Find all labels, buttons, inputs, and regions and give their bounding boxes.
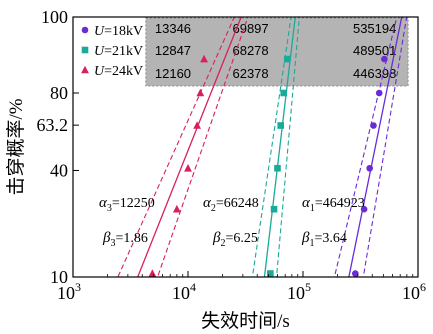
shape-parameter-label: β3=1.86	[102, 230, 148, 249]
data-point	[370, 122, 377, 129]
data-point	[172, 204, 181, 213]
data-point	[366, 164, 373, 172]
data-point	[352, 270, 359, 277]
fit-parameters: α1=464923 β1=3.64 α2=66248 β2=6.25 α3=12250 β…	[99, 195, 365, 249]
table-background	[145, 17, 409, 87]
confidence-bound	[333, 17, 398, 277]
table-cell: 62378	[232, 66, 268, 81]
table-cell: 69897	[232, 21, 268, 36]
shape-parameter-label: β1=3.64	[301, 230, 347, 249]
plot-frame	[72, 16, 419, 278]
x-tick-label: 103	[57, 280, 81, 303]
fit-line	[137, 17, 242, 277]
data-point	[280, 89, 288, 97]
y-tick-label: 10	[50, 267, 68, 287]
y-tick-label: 100	[41, 7, 68, 27]
scale-parameter-label: α1=464923	[302, 195, 365, 214]
fit-line	[348, 17, 403, 277]
table-cell: 13346	[155, 21, 191, 36]
confidence-bound	[275, 17, 300, 277]
axes: 103 104 105 106 10 40 63.2 80 100	[37, 7, 427, 303]
data-point	[283, 55, 291, 63]
data-point	[277, 122, 285, 129]
x-tick-label: 106	[402, 280, 426, 303]
legend-marker	[81, 65, 89, 74]
confidence-bound	[362, 17, 408, 277]
legend-label: U=21kV	[94, 44, 143, 59]
confidence-bound	[156, 17, 249, 277]
x-tick-label: 105	[287, 280, 311, 303]
data-point	[381, 55, 388, 63]
data-point	[184, 163, 192, 172]
legend-label: U=24kV	[94, 64, 143, 79]
y-axis-title: 击穿概率/%	[5, 98, 27, 195]
data-point	[375, 89, 383, 97]
data-point	[193, 121, 202, 129]
data-point	[270, 205, 278, 213]
y-tick-label: 40	[50, 160, 68, 180]
x-tick-label: 104	[172, 280, 196, 303]
legend-marker	[81, 26, 89, 34]
data-markers	[148, 54, 388, 277]
data-point	[196, 88, 205, 97]
y-tick-label: 63.2	[37, 115, 69, 135]
table-cell: 68278	[232, 43, 268, 58]
data-point	[200, 54, 208, 63]
shape-parameter-label: β2=6.25	[212, 230, 258, 249]
table-cell: 12847	[155, 43, 191, 58]
values-table: 13346 69897 535194 12847 68278 489501 12160 623…	[145, 17, 409, 87]
fit-line	[263, 17, 296, 277]
table-cell: 446398	[353, 66, 396, 81]
legend: U=18kV U=21kV U=24kV	[81, 24, 143, 79]
data-point	[360, 205, 368, 213]
y-tick-label: 80	[50, 83, 68, 103]
legend-marker	[81, 46, 89, 54]
data-point	[148, 269, 157, 277]
legend-label: U=18kV	[94, 24, 143, 39]
confidence-bound	[117, 17, 235, 277]
table-cell: 12160	[155, 66, 191, 81]
scale-parameter-label: α3=12250	[99, 195, 155, 214]
x-axis-title: 失效时间/s	[201, 310, 290, 332]
table-cell: 535194	[353, 21, 396, 36]
data-point	[267, 270, 274, 277]
scale-parameter-label: α2=66248	[203, 195, 259, 214]
table-cell: 489501	[353, 43, 396, 58]
fit-lines	[117, 17, 408, 277]
confidence-bound	[251, 17, 292, 277]
data-point	[274, 164, 281, 172]
